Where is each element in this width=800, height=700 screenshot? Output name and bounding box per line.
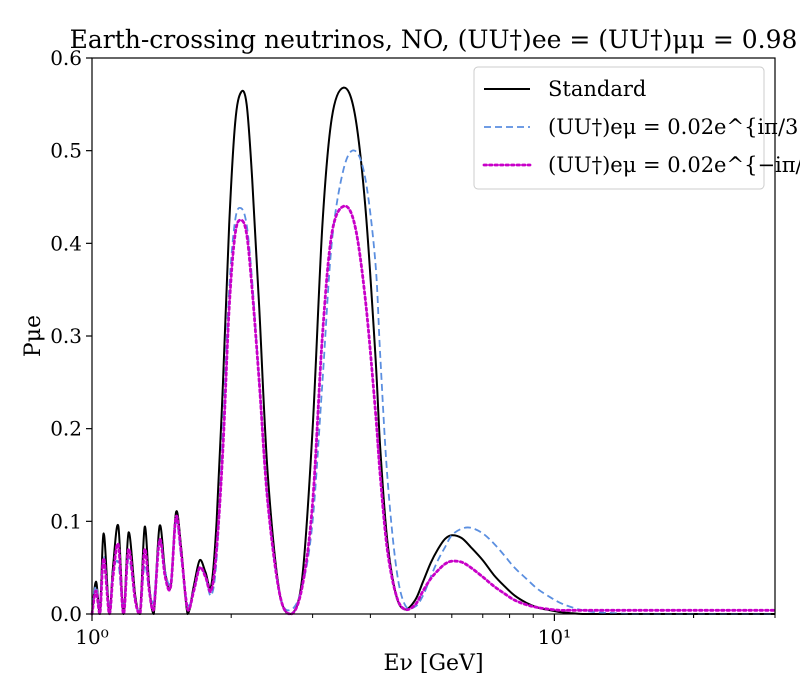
series-plus-phase-line: [91, 149, 775, 615]
chart-title: Earth-crossing neutrinos, NO, (UU†)ee = …: [70, 25, 798, 54]
y-axis-label: Pμe: [21, 315, 46, 357]
y-tick-label: 0.4: [50, 231, 82, 255]
series-layer: [90, 86, 777, 616]
x-axis-label: Eν [GeV]: [383, 651, 483, 676]
x-tick-label: 10⁰: [75, 625, 108, 649]
y-tick-label: 0.2: [50, 417, 82, 441]
series-minus-phase-line: [90, 204, 777, 616]
y-tick-label: 0.6: [50, 46, 82, 70]
y-tick-label: 0.0: [50, 602, 82, 626]
legend: Standard (UU†)eμ = 0.02e^{iπ/3} (UU†)eμ = …: [473, 66, 800, 190]
y-tick-label: 0.3: [50, 324, 82, 348]
y-tick-label: 0.5: [50, 139, 82, 163]
legend-box: [473, 66, 765, 190]
ticks: 0.0 0.1 0.2 0.3 0.4 0.5 0.6 10⁰ 10¹: [50, 46, 776, 649]
legend-label: (UU†)eμ = 0.02e^{−iπ/3}: [548, 153, 800, 177]
y-tick-label: 0.1: [50, 509, 82, 533]
legend-label: Standard: [548, 77, 646, 101]
x-tick-label: 10¹: [538, 625, 571, 649]
legend-label: (UU†)eμ = 0.02e^{iπ/3}: [548, 115, 800, 139]
